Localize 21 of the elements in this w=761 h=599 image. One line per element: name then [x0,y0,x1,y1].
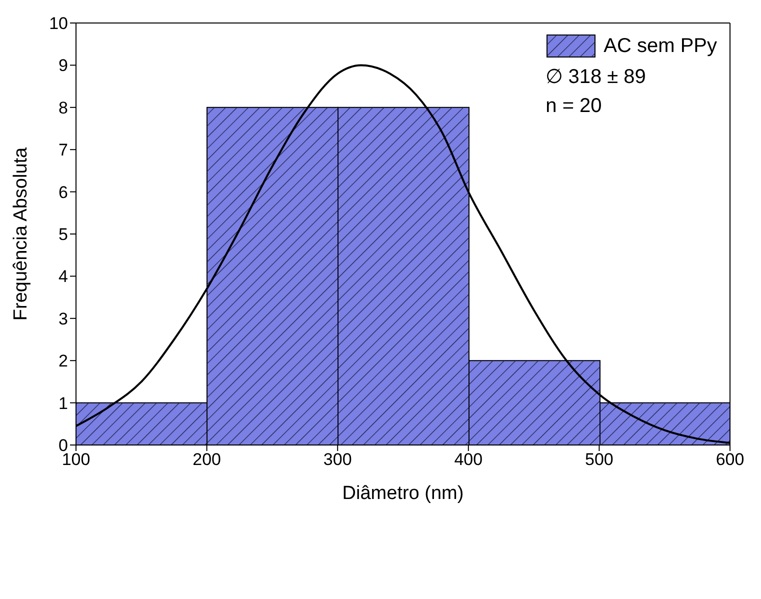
x-tick-label: 200 [192,450,221,470]
x-tick-label: 600 [716,450,744,470]
legend-label: AC sem PPy [604,34,717,58]
x-axis-title: Diâmetro (nm) [342,483,464,504]
y-tick-label: 5 [58,225,68,244]
y-tick-label: 7 [58,140,68,160]
y-tick-label: 6 [58,182,68,202]
y-tick-label: 8 [58,98,68,118]
x-tick-label: 400 [454,450,483,470]
y-axis-title: Frequência Absoluta [10,146,32,321]
y-tick-label: 10 [49,14,68,34]
y-tick-label: 3 [58,309,68,328]
y-tick-label: 2 [58,352,68,371]
annotation: n = 20 [546,95,603,118]
y-tick-label: 9 [58,56,68,76]
x-tick-label: 100 [62,450,90,470]
annotation: ∅ 318 ± 89 [546,65,647,89]
x-tick-label: 300 [323,450,352,470]
y-tick-label: 4 [58,267,68,286]
x-tick-label: 500 [585,450,614,470]
y-tick-label: 1 [58,394,68,413]
